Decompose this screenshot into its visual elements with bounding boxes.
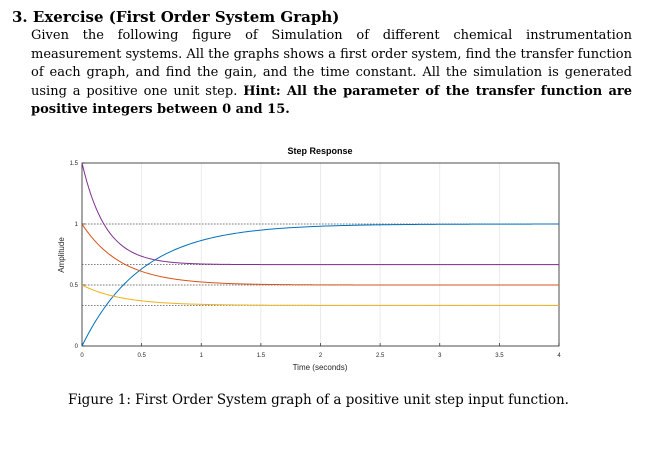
x-axis-label: Time (seconds) [293,363,348,372]
series-line-1 [81,223,559,347]
exercise-number: 3. [12,8,28,26]
exercise-body-text: Given the following figure of Simulation… [31,28,633,99]
series-line-2 [81,223,559,286]
x-tick-label: 1.5 [257,353,266,359]
y-tick-label: 1 [75,222,79,228]
figure-caption: Figure 1: First Order System graph of a … [68,392,569,408]
x-tick-label: 1 [200,353,204,359]
exercise-hint: Hint: All the parameter of the transfer … [31,83,632,118]
exercise-title: 3. Exercise (First Order System Graph) [12,7,632,27]
y-tick-label: 1.5 [70,161,79,167]
x-tick-label: 2 [319,353,323,359]
x-tick-label: 0.5 [137,353,146,359]
series-line-3 [81,284,559,306]
chart-title: Step Response [287,146,352,156]
x-tick-label: 2.5 [376,353,385,359]
y-tick-label: 0 [75,344,79,350]
y-tick-label: 0.5 [70,283,79,289]
x-tick-label: 4 [557,353,561,359]
series-line-4 [81,162,559,266]
x-tick-label: 3 [438,353,442,359]
exercise-body: Given the following figure of Simulation… [31,27,632,120]
exercise-title-text: Exercise (First Order System Graph) [32,8,340,26]
x-tick-label: 0 [80,353,84,359]
y-axis-label: Amplitude [57,237,66,273]
exercise-block: 3. Exercise (First Order System Graph) G… [12,7,632,120]
x-tick-label: 3.5 [495,353,504,359]
